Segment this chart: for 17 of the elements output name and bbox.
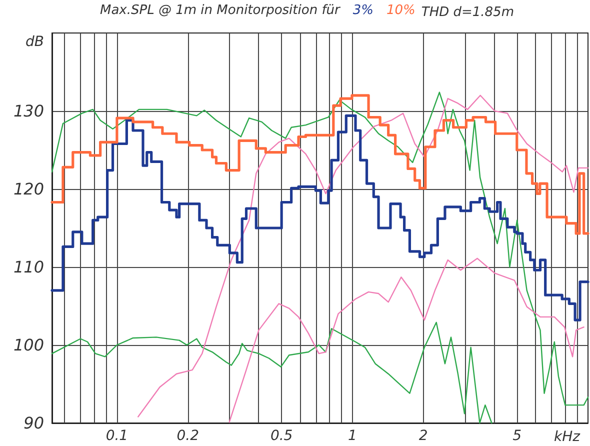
x-tick-label: 2	[418, 428, 428, 444]
chart-title: Max.SPL @ 1m in Monitorposition für	[100, 3, 342, 18]
x-tick-label: 0.1	[106, 428, 128, 444]
x-axis-title: kHz	[554, 429, 581, 445]
text: 3%	[352, 3, 374, 18]
text: THD d=1.85m	[421, 5, 514, 20]
text: 10%	[386, 3, 416, 18]
y-tick-label: 100	[13, 336, 44, 354]
y-axis-title: dB	[26, 34, 44, 50]
y-tick-label: 120	[13, 180, 44, 198]
y-tick-label: 130	[13, 102, 44, 120]
x-tick-label: 5	[512, 428, 522, 444]
y-tick-label: 110	[13, 258, 44, 276]
x-tick-label: 1	[348, 428, 357, 444]
y-tick-label: 90	[24, 414, 44, 432]
x-tick-label: 0.2	[176, 428, 200, 444]
x-tick-label: 0.5	[270, 428, 293, 444]
